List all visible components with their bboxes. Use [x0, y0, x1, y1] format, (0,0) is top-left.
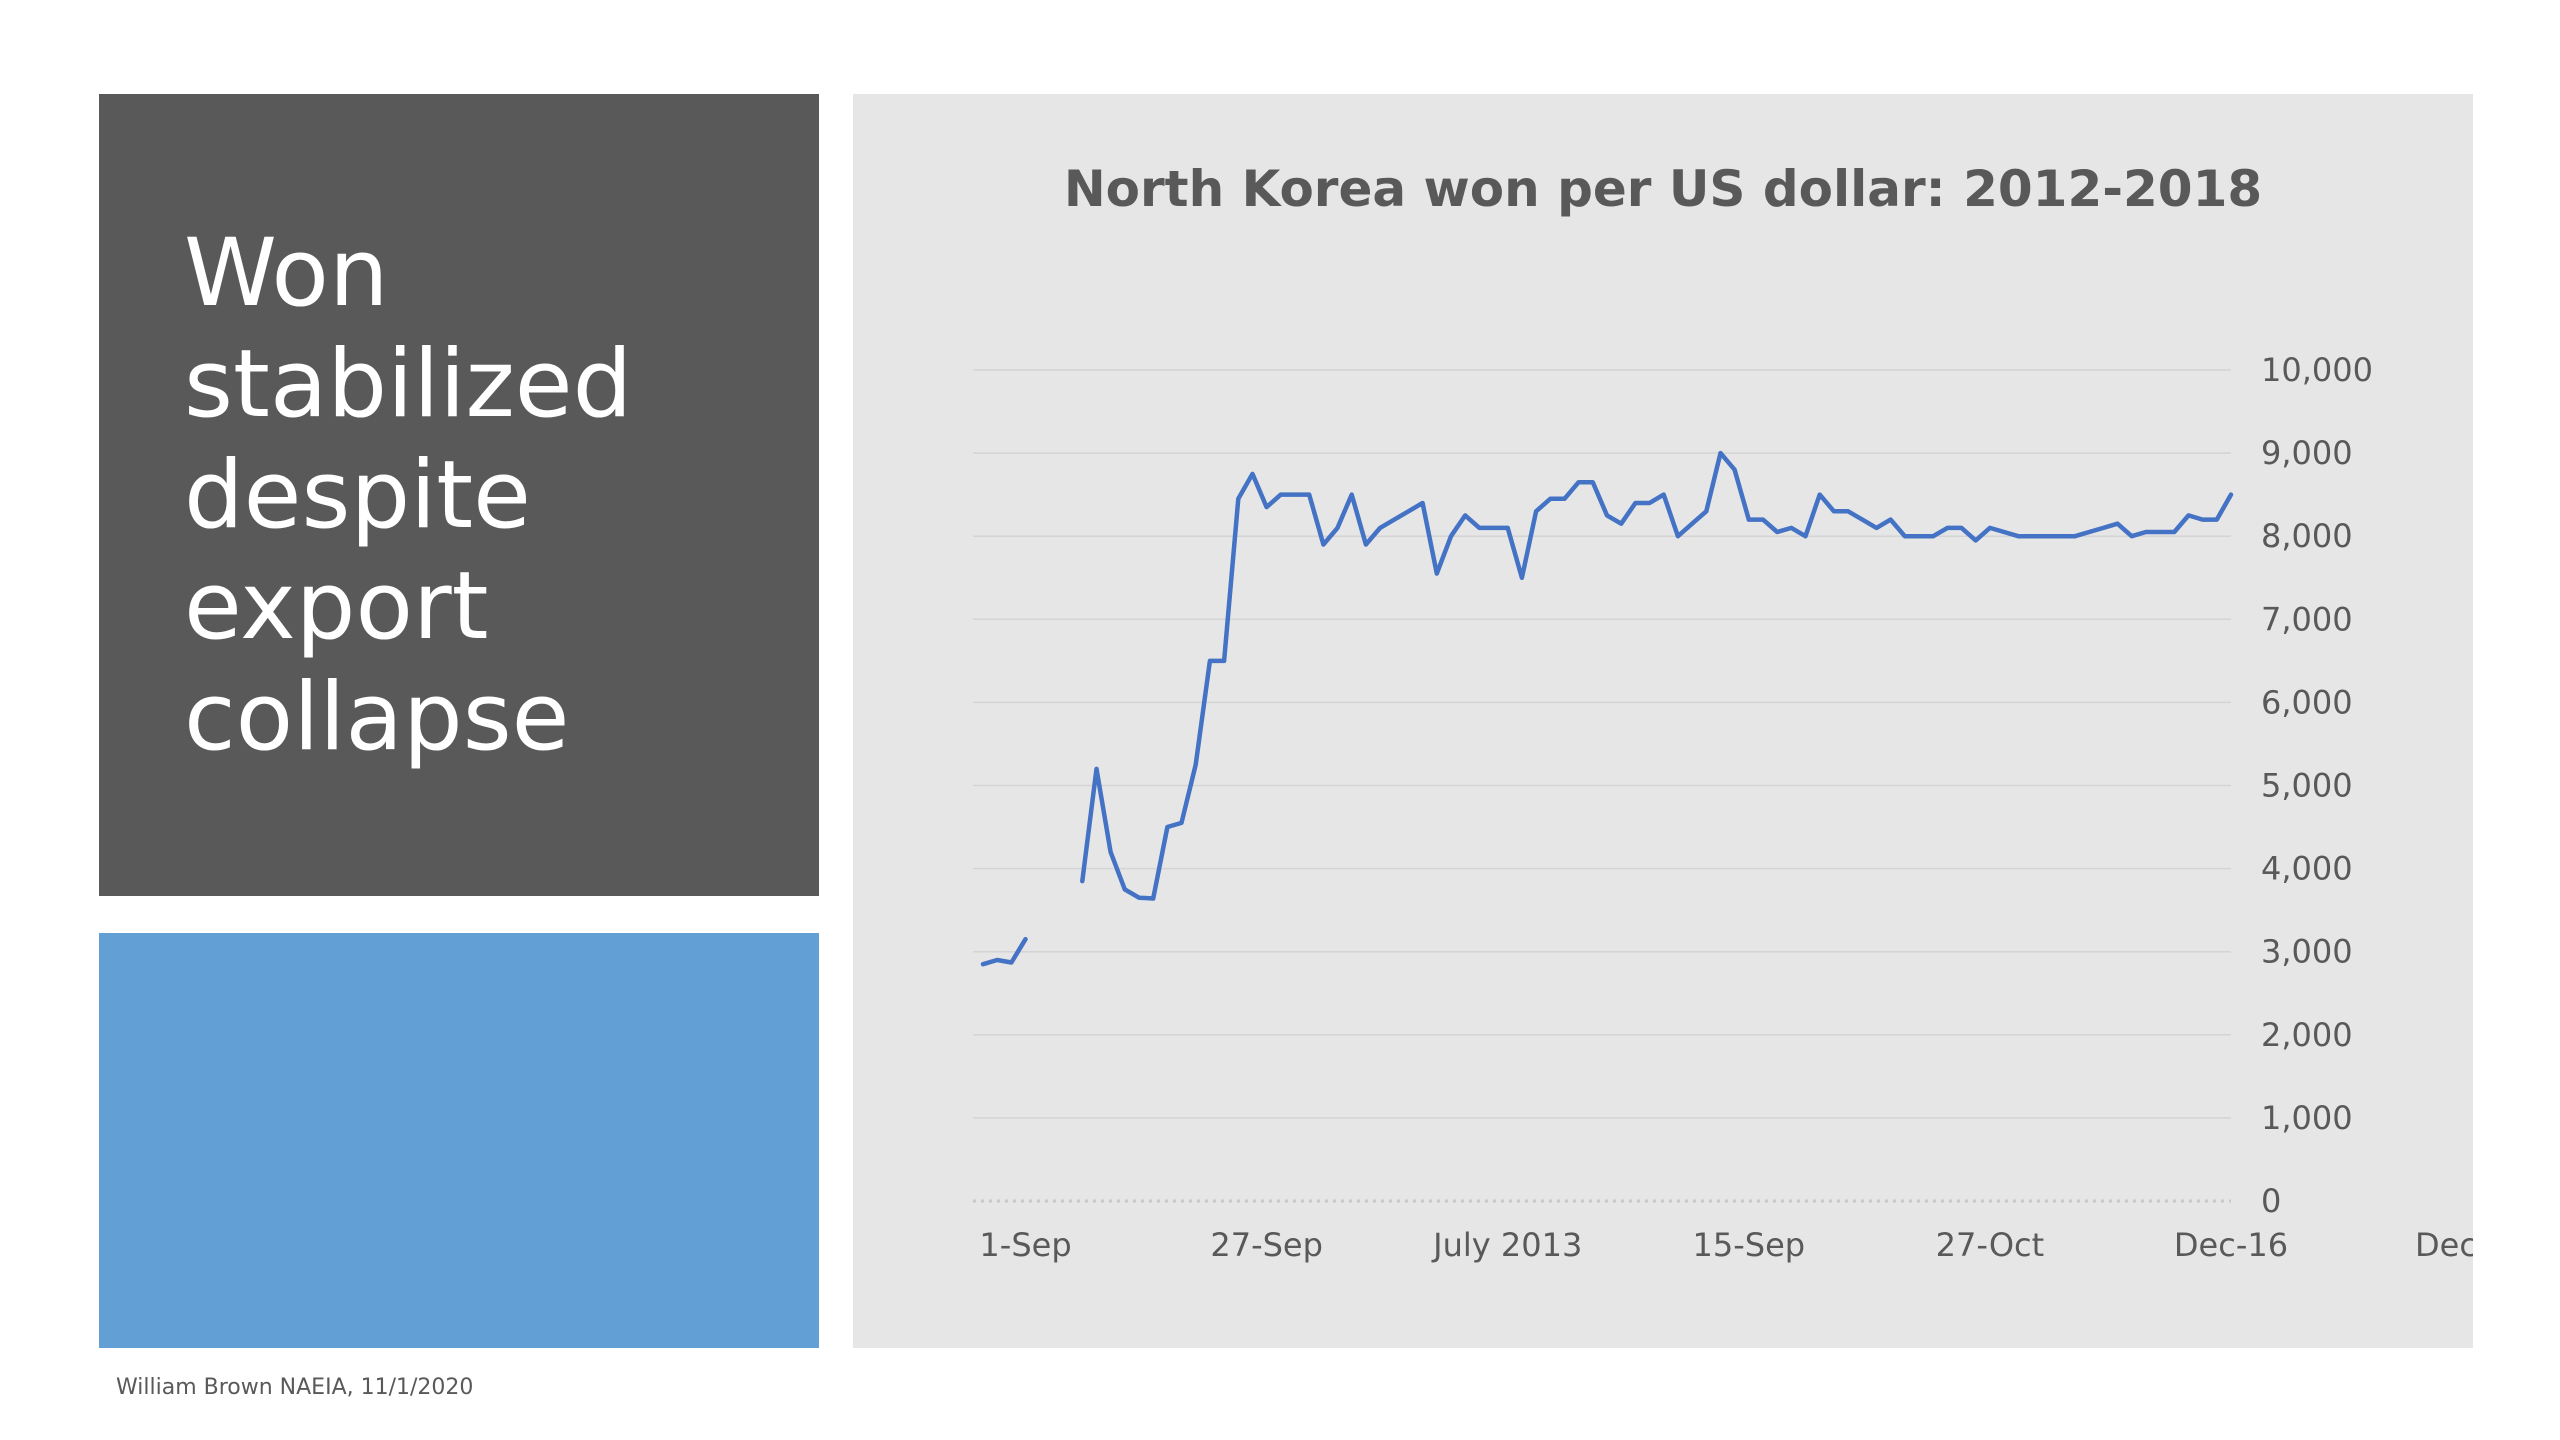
y-tick-label: 0 [2261, 1182, 2281, 1220]
title-panel [99, 94, 819, 896]
x-tick-label: 1-Sep [979, 1226, 1071, 1264]
slide-footer: William Brown NAEIA, 11/1/2020 [116, 1375, 474, 1400]
chart-panel: North Korea won per US dollar: 2012-2018… [853, 94, 2473, 1348]
series-line [980, 936, 1028, 967]
x-tick-label: 27-Sep [1210, 1226, 1323, 1264]
y-tick-label: 10,000 [2261, 351, 2373, 389]
y-tick-label: 6,000 [2261, 683, 2353, 721]
y-tick-label: 1,000 [2261, 1099, 2353, 1137]
x-tick-label: 15-Sep [1693, 1226, 1806, 1264]
blue-accent-panel [99, 933, 819, 1348]
y-tick-label: 8,000 [2261, 517, 2353, 555]
series-line [1080, 450, 2234, 901]
x-tick-label: Dec-16 [2174, 1226, 2288, 1264]
y-tick-label: 3,000 [2261, 933, 2353, 971]
chart-title: North Korea won per US dollar: 2012-2018 [1064, 160, 2262, 218]
x-tick-label: Dec-17 [2415, 1226, 2473, 1264]
y-tick-label: 4,000 [2261, 850, 2353, 888]
x-tick-label: July 2013 [1431, 1226, 1582, 1264]
y-tick-label: 2,000 [2261, 1016, 2353, 1054]
y-tick-label: 7,000 [2261, 600, 2353, 638]
x-tick-label: 27-Oct [1936, 1226, 2044, 1264]
slide-heading: Won stabilized despite export collapse [184, 219, 633, 772]
line-chart: North Korea won per US dollar: 2012-2018… [973, 160, 2473, 1264]
y-tick-label: 9,000 [2261, 434, 2353, 472]
y-tick-label: 5,000 [2261, 767, 2353, 805]
